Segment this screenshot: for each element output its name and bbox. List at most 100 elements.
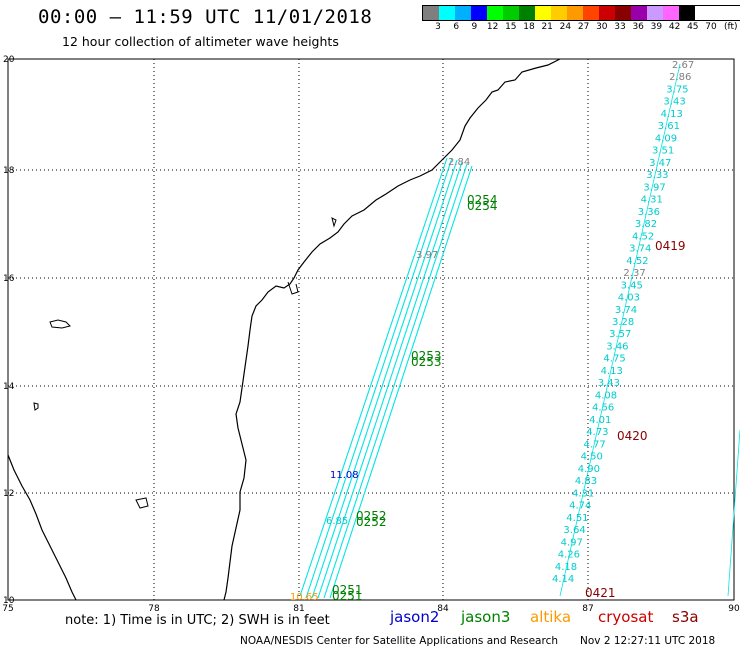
legend-swatch-11 bbox=[599, 6, 615, 20]
east-track-value: 3.33 bbox=[646, 170, 668, 181]
lat-label-18: 18 bbox=[3, 166, 15, 176]
east-track-value: 3.74 bbox=[629, 244, 651, 255]
footer-note: note: 1) Time is in UTC; 2) SWH is in fe… bbox=[65, 613, 330, 628]
east-track-value: 4.97 bbox=[561, 537, 583, 548]
legend-label-33: 33 bbox=[614, 22, 626, 32]
legend-label-30: 30 bbox=[596, 22, 608, 32]
east-track-value: 4.73 bbox=[586, 427, 608, 438]
color-legend: (ft) 3 6 9 12 15 18 21 24 27 30 33 36 39 42 45 70 bbox=[422, 5, 740, 35]
legend-swatch-3 bbox=[471, 6, 487, 20]
track-label-0420: 0420 bbox=[617, 429, 648, 443]
track-label-0254-shadow: 0254 bbox=[467, 199, 498, 213]
coastline bbox=[223, 58, 561, 601]
island-small-1 bbox=[49, 319, 71, 329]
legend-cryosat: cryosat bbox=[598, 608, 654, 626]
east-track-value: 4.50 bbox=[581, 452, 603, 463]
east-track-value: 4.77 bbox=[583, 439, 605, 450]
east-track-value: 3.46 bbox=[606, 341, 628, 352]
east-track bbox=[559, 63, 740, 597]
latitude-labels: 20 18 16 14 12 10 bbox=[3, 55, 15, 606]
lat-label-16: 16 bbox=[3, 274, 15, 284]
lon-label-81: 81 bbox=[293, 604, 304, 614]
lon-label-90: 90 bbox=[728, 604, 740, 614]
lon-label-78: 78 bbox=[148, 604, 160, 614]
track-label-0253-shadow: 0253 bbox=[411, 355, 442, 369]
track-label-0253: 0253 bbox=[411, 349, 442, 363]
legend-swatch-14 bbox=[647, 6, 663, 20]
east-track-value: 2.67 bbox=[672, 60, 694, 71]
track-label-0421: 0421 bbox=[585, 586, 616, 600]
legend-altika: altika bbox=[530, 608, 572, 626]
east-track-value: 3.64 bbox=[563, 525, 585, 536]
east-track-value: 3.61 bbox=[658, 121, 680, 132]
east-track-value: 4.01 bbox=[589, 415, 611, 426]
track-label-0252-shadow: 0252 bbox=[356, 515, 387, 529]
east-track-value: 3.28 bbox=[612, 317, 634, 328]
east-track-value: 4.13 bbox=[601, 366, 623, 377]
east-track-value: 2.86 bbox=[669, 72, 691, 83]
east-track-value: 3.97 bbox=[643, 182, 665, 193]
east-track-value: 3.75 bbox=[666, 84, 688, 95]
legend-unit: (ft) bbox=[724, 22, 738, 32]
legend-label-70: 70 bbox=[705, 22, 717, 32]
longitude-labels: 75 78 81 84 87 90 bbox=[2, 604, 740, 614]
legend-label-9: 9 bbox=[471, 22, 478, 32]
east-track-value: 4.56 bbox=[592, 403, 614, 414]
east-track-value: 4.03 bbox=[618, 293, 640, 304]
lat-label-20: 20 bbox=[3, 55, 15, 65]
legend-swatch-7 bbox=[535, 6, 551, 20]
legend-label-6: 6 bbox=[453, 22, 460, 32]
legend-swatch-10 bbox=[583, 6, 599, 20]
east-track-value: 3.43 bbox=[598, 378, 620, 389]
lat-label-12: 12 bbox=[3, 489, 14, 499]
track-label-0254: 0254 bbox=[467, 193, 498, 207]
legend-s3a: s3a bbox=[672, 608, 699, 626]
legend-swatch-5 bbox=[503, 6, 519, 20]
east-track-value: 4.08 bbox=[595, 390, 617, 401]
east-track-value: 3.36 bbox=[638, 207, 660, 218]
east-track-value: 3.45 bbox=[621, 280, 643, 291]
east-track-value: 4.14 bbox=[552, 574, 574, 585]
legend-label-15: 15 bbox=[505, 22, 517, 32]
lat-label-14: 14 bbox=[3, 382, 15, 392]
legend-label-18: 18 bbox=[523, 22, 535, 32]
east-track-value: 3.43 bbox=[663, 97, 685, 108]
west-mid-value: 3.97 bbox=[416, 250, 438, 261]
grid-lines bbox=[8, 59, 734, 600]
legend-label-21: 21 bbox=[541, 22, 553, 32]
river-mouth bbox=[287, 281, 299, 295]
island-small-4 bbox=[331, 217, 337, 228]
legend-swatch-13 bbox=[631, 6, 647, 20]
altika-value: 10.65 bbox=[290, 592, 319, 603]
legend-label-12: 12 bbox=[486, 22, 499, 32]
lon-label-87: 87 bbox=[582, 604, 593, 614]
legend-label-39: 39 bbox=[650, 22, 663, 32]
legend-swatch-0 bbox=[423, 6, 439, 20]
west-top-value: 2.84 bbox=[448, 157, 470, 168]
west-low-value: 6.85 bbox=[326, 516, 348, 527]
legend-label-3: 3 bbox=[435, 22, 441, 32]
east-track-value: 4.51 bbox=[566, 513, 588, 524]
east-track-value: 4.09 bbox=[655, 133, 677, 144]
legend-jason2: jason2 bbox=[390, 608, 440, 626]
east-track-value: 4.18 bbox=[555, 562, 577, 573]
lat-label-10: 10 bbox=[3, 596, 15, 606]
satellite-tracks bbox=[299, 63, 740, 599]
east-track-value: 4.31 bbox=[572, 488, 594, 499]
island-small-2 bbox=[33, 402, 39, 411]
legend-label-27: 27 bbox=[577, 22, 590, 32]
east-track-value: 4.74 bbox=[569, 501, 591, 512]
legend-label-42: 42 bbox=[668, 22, 681, 32]
track-label-0251-shadow: 0251 bbox=[332, 589, 363, 603]
credit-line: NOAA/NESDIS Center for Satellite Applica… bbox=[240, 635, 558, 647]
east-track-value: 3.51 bbox=[652, 146, 674, 157]
west-track-bundle bbox=[299, 157, 473, 599]
legend-labels: (ft) 3 6 9 12 15 18 21 24 27 30 33 36 39 42 45 70 bbox=[422, 21, 740, 35]
legend-swatches bbox=[422, 5, 740, 21]
page-title: 00:00 – 11:59 UTC 11/01/2018 bbox=[38, 6, 373, 28]
legend-swatch-6 bbox=[519, 6, 535, 20]
legend-swatch-2 bbox=[455, 6, 471, 20]
east-track-value: 3.82 bbox=[635, 219, 657, 230]
legend-swatch-1 bbox=[439, 6, 455, 20]
